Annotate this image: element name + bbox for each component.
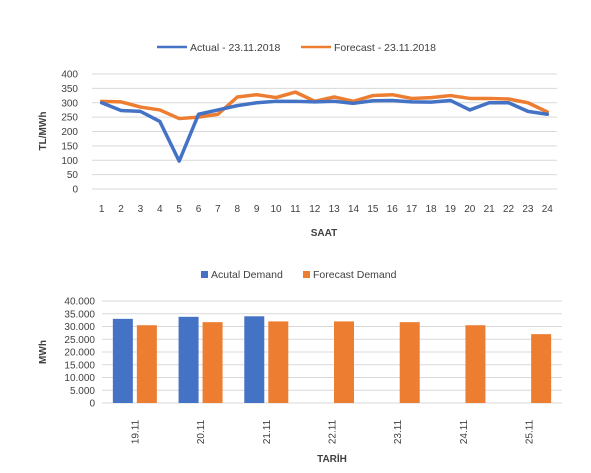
legend-label-forecast: Forecast - 23.11.2018 — [334, 42, 436, 54]
line-x-tick-label: 21 — [484, 204, 496, 215]
line-y-ticks: 0 50 100 150 200 250 300 350 400 — [61, 70, 78, 196]
line-x-tick-label: 24 — [542, 204, 554, 215]
legend-label-actual: Actual - 23.11.2018 — [190, 42, 280, 54]
line-y-tick-label: 200 — [61, 127, 78, 138]
line-y-tick-label: 150 — [61, 141, 78, 152]
line-x-tick-label: 14 — [348, 204, 360, 215]
line-x-tick-label: 15 — [367, 204, 379, 215]
bar-x-tick-label: 21.11 — [262, 419, 273, 444]
bar-series-group — [112, 316, 552, 403]
forecast-demand-bar — [268, 321, 289, 403]
forecast-demand-bar — [531, 334, 552, 403]
legend-swatch-actual-demand — [201, 271, 208, 278]
bar-y-tick-label: 10.000 — [64, 373, 95, 384]
line-y-tick-label: 50 — [67, 170, 79, 181]
actual-demand-bar — [244, 316, 265, 403]
bar-x-tick-label: 25.11 — [525, 419, 536, 444]
line-x-tick-label: 13 — [329, 204, 341, 215]
legend-swatch-forecast-demand — [303, 271, 310, 278]
bar-y-tick-label: 20.000 — [64, 348, 95, 359]
line-x-tick-label: 8 — [235, 204, 241, 215]
bar-y-tick-label: 40.000 — [64, 297, 95, 308]
bar-x-tick-label: 22.11 — [328, 419, 339, 444]
forecast-demand-bar — [334, 321, 354, 403]
bar-x-axis-title: TARİH — [317, 452, 347, 465]
line-x-tick-label: 3 — [138, 204, 144, 215]
bar-y-tick-label: 0 — [89, 399, 95, 410]
bar-y-tick-label: 5.000 — [70, 386, 95, 397]
bar-y-tick-label: 30.000 — [64, 322, 95, 333]
line-y-axis-title: TL/MWh — [38, 112, 49, 151]
forecast-demand-bar — [202, 322, 223, 403]
bar-gridlines — [102, 300, 562, 404]
line-y-tick-label: 350 — [61, 84, 78, 95]
bar-x-tick-label: 23.11 — [393, 419, 404, 444]
bar-x-tick-label: 19.11 — [130, 419, 141, 444]
line-y-tick-label: 0 — [72, 185, 78, 196]
actual-demand-bar — [178, 316, 199, 403]
bar-x-tick-label: 24.11 — [459, 419, 470, 444]
legend-label-actual-demand: Acutal Demand — [211, 269, 283, 281]
line-x-tick-label: 19 — [445, 204, 457, 215]
line-x-tick-label: 5 — [176, 204, 182, 215]
line-x-tick-label: 17 — [406, 204, 418, 215]
line-chart: Actual - 23.11.2018 Forecast - 23.11.201… — [38, 42, 557, 239]
line-x-tick-label: 7 — [215, 204, 221, 215]
line-x-tick-label: 20 — [464, 204, 476, 215]
line-x-tick-label: 4 — [157, 204, 163, 215]
line-y-tick-label: 400 — [61, 70, 78, 81]
line-x-tick-label: 18 — [426, 204, 438, 215]
line-x-tick-label: 22 — [503, 204, 515, 215]
line-y-tick-label: 100 — [61, 156, 78, 167]
line-gridlines — [92, 73, 557, 190]
actual-demand-bar — [112, 318, 133, 403]
bar-y-tick-label: 15.000 — [64, 360, 95, 371]
line-x-tick-label: 9 — [254, 204, 260, 215]
forecast-demand-bar — [465, 325, 486, 403]
line-x-tick-label: 23 — [522, 204, 534, 215]
forecast-demand-bar — [399, 322, 420, 403]
forecast-series-line — [99, 90, 550, 121]
line-x-tick-label: 1 — [99, 204, 105, 215]
line-x-tick-label: 16 — [387, 204, 399, 215]
legend-label-forecast-demand: Forecast Demand — [313, 269, 397, 281]
line-x-ticks: 1 2 3 4 5 6 7 8 9 10 11 12 13 14 15 16 17 18 19 20 21 22 23 24 — [99, 204, 553, 215]
line-x-tick-label: 10 — [271, 204, 283, 215]
line-x-tick-label: 12 — [309, 204, 321, 215]
bar-x-ticks: 19.11 20.11 21.11 22.11 23.11 24.11 25.11 — [130, 419, 535, 444]
bar-y-axis-title: MWh — [38, 340, 49, 364]
line-y-tick-label: 250 — [61, 113, 78, 124]
bar-x-tick-label: 20.11 — [196, 419, 207, 444]
line-series-group — [99, 90, 550, 163]
line-x-tick-label: 2 — [118, 204, 124, 215]
actual-series-line — [99, 98, 550, 163]
bar-y-tick-label: 25.000 — [64, 335, 95, 346]
forecast-demand-bar — [136, 325, 157, 403]
line-x-axis-title: SAAT — [311, 228, 337, 239]
line-y-tick-label: 300 — [61, 98, 78, 109]
line-legend: Actual - 23.11.2018 Forecast - 23.11.201… — [157, 42, 436, 54]
line-x-tick-label: 11 — [290, 204, 301, 215]
bar-legend: Acutal Demand Forecast Demand — [201, 269, 397, 281]
bar-y-tick-label: 35.000 — [64, 309, 95, 320]
bar-chart: Acutal Demand Forecast Demand 0 5.000 10.0… — [38, 269, 562, 465]
line-x-tick-label: 6 — [196, 204, 202, 215]
